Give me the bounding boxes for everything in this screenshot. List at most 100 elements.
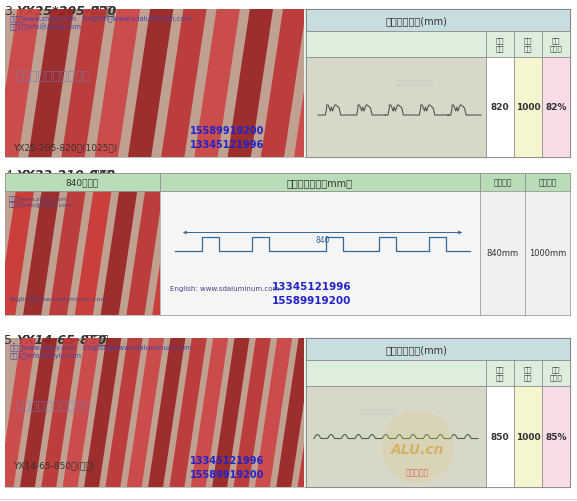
Bar — [514, 360, 542, 386]
Bar — [306, 360, 486, 386]
Text: 型铝瓦: 型铝瓦 — [88, 169, 114, 182]
Text: 有效
利用率: 有效 利用率 — [550, 38, 563, 52]
Polygon shape — [23, 191, 60, 315]
Circle shape — [382, 411, 453, 482]
Text: YX14-65-850: YX14-65-850 — [16, 333, 106, 346]
Polygon shape — [62, 10, 107, 158]
Text: 济南朝阳铝业有限公司: 济南朝阳铝业有限公司 — [395, 80, 433, 86]
Text: 断面基本尺尺(mm): 断面基本尺尺(mm) — [386, 344, 448, 354]
Bar — [306, 10, 570, 158]
Text: YX25-205-820型(1025型): YX25-205-820型(1025型) — [13, 143, 117, 152]
Text: 15589919200: 15589919200 — [272, 296, 351, 306]
Text: 展开
宽度: 展开 宽度 — [524, 38, 532, 52]
Bar — [160, 191, 480, 315]
Text: 820: 820 — [379, 126, 392, 132]
Text: 有效
宽度: 有效 宽度 — [496, 366, 504, 380]
Text: English: www.sdaluminum.com: English: www.sdaluminum.com — [170, 286, 279, 292]
Text: 820: 820 — [490, 103, 509, 112]
Polygon shape — [126, 191, 163, 315]
Text: 840: 840 — [315, 235, 329, 244]
Bar — [5, 10, 304, 158]
Text: 85%: 85% — [545, 432, 567, 441]
Text: 1025: 1025 — [391, 131, 409, 137]
Bar — [306, 58, 486, 158]
Text: 205: 205 — [364, 98, 374, 103]
Bar — [514, 386, 542, 487]
Text: 有效宽度: 有效宽度 — [493, 178, 512, 187]
Text: 13345121996: 13345121996 — [272, 282, 351, 292]
Text: 4.: 4. — [4, 169, 16, 182]
Bar — [542, 360, 570, 386]
Text: 展开
宽度: 展开 宽度 — [524, 366, 532, 380]
Text: 型铝瓦: 型铝瓦 — [88, 5, 114, 18]
Polygon shape — [49, 191, 85, 315]
Polygon shape — [42, 338, 78, 487]
Polygon shape — [100, 191, 137, 315]
Text: 1000: 1000 — [516, 432, 540, 441]
Bar — [486, 32, 514, 58]
Text: 邮符1：info@zhyly.com: 邮符1：info@zhyly.com — [10, 352, 82, 360]
Text: 网址：www.zhyly.com
邮符1：info@zhyly.com: 网址：www.zhyly.com 邮符1：info@zhyly.com — [9, 195, 73, 208]
Bar — [306, 338, 570, 360]
Polygon shape — [152, 191, 189, 315]
Text: 3.: 3. — [4, 5, 16, 18]
Text: English：www.sdaluminum.com: English：www.sdaluminum.com — [9, 296, 107, 302]
Bar — [514, 32, 542, 58]
Text: 15589919200: 15589919200 — [190, 469, 265, 479]
Polygon shape — [327, 10, 373, 158]
Text: 有效
宽度: 有效 宽度 — [496, 38, 504, 52]
Polygon shape — [212, 338, 249, 487]
Bar — [306, 32, 486, 58]
Polygon shape — [127, 338, 164, 487]
Text: 截面基本尺尺（mm）: 截面基本尺尺（mm） — [287, 178, 353, 188]
Polygon shape — [161, 10, 207, 158]
Text: 850: 850 — [490, 432, 509, 441]
Polygon shape — [261, 10, 306, 158]
Polygon shape — [0, 10, 40, 158]
Text: 网址：www.zhyly.com   English：www.sdaluminum.com: 网址：www.zhyly.com English：www.sdaluminum.… — [10, 15, 192, 22]
Polygon shape — [194, 10, 240, 158]
Bar — [542, 386, 570, 487]
Polygon shape — [191, 338, 228, 487]
Bar — [525, 174, 570, 191]
Bar — [5, 338, 570, 487]
Polygon shape — [148, 338, 185, 487]
Bar — [514, 58, 542, 158]
Polygon shape — [178, 191, 215, 315]
Polygon shape — [106, 338, 143, 487]
Polygon shape — [255, 338, 292, 487]
Text: 型铝瓦: 型铝瓦 — [82, 333, 108, 346]
Bar — [480, 174, 525, 191]
Text: 中国铝业网: 中国铝业网 — [406, 467, 429, 476]
Text: 济南朝阳铝业有限公司: 济南朝阳铝业有限公司 — [15, 399, 90, 412]
Text: 1000mm: 1000mm — [529, 249, 566, 258]
Bar — [306, 10, 570, 32]
Text: 840mm: 840mm — [486, 249, 519, 258]
Polygon shape — [95, 10, 140, 158]
Text: 有效
利用率: 有效 利用率 — [550, 366, 563, 380]
Text: 1000: 1000 — [516, 103, 540, 112]
Polygon shape — [20, 338, 57, 487]
Bar — [486, 58, 514, 158]
Text: 15589919200: 15589919200 — [190, 126, 265, 136]
Text: 展开宽度: 展开宽度 — [538, 178, 557, 187]
Polygon shape — [227, 10, 273, 158]
Text: 济南朝阳铝业有限公司: 济南朝阳铝业有限公司 — [359, 409, 397, 414]
Text: 网址：www.zhyly.com   English：www.sdaluminum.com: 网址：www.zhyly.com English：www.sdaluminum.… — [10, 343, 192, 350]
Polygon shape — [170, 338, 207, 487]
Polygon shape — [28, 10, 74, 158]
Bar — [542, 58, 570, 158]
Text: YX23-210-840: YX23-210-840 — [16, 169, 115, 182]
Text: 82%: 82% — [545, 103, 567, 112]
Bar — [5, 174, 570, 315]
Polygon shape — [298, 338, 335, 487]
Polygon shape — [75, 191, 111, 315]
Text: 840版型图: 840版型图 — [66, 178, 99, 187]
Polygon shape — [294, 10, 339, 158]
Polygon shape — [128, 10, 173, 158]
Text: 5.: 5. — [4, 333, 16, 346]
Bar — [480, 191, 525, 315]
Text: 济南朝阳铝业有限公司: 济南朝阳铝业有限公司 — [15, 70, 90, 83]
Bar — [542, 32, 570, 58]
Bar — [5, 174, 160, 191]
